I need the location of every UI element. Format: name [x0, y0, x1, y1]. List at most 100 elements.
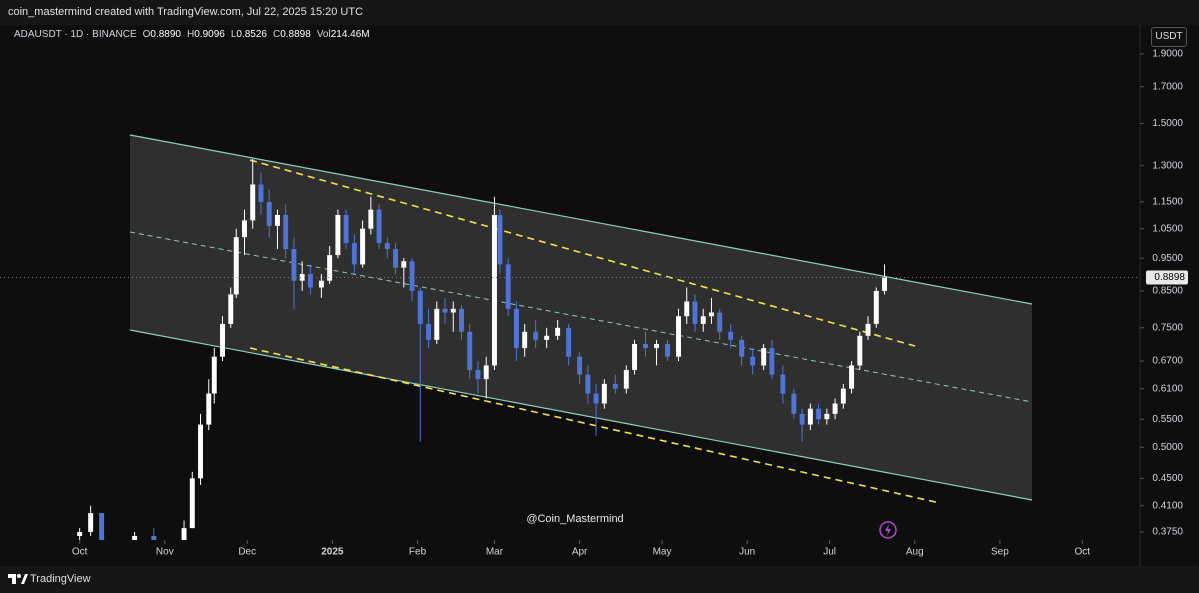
candle-body: [692, 301, 698, 324]
candle-body: [258, 184, 264, 202]
candle-body: [426, 323, 432, 340]
candle-body: [417, 290, 423, 324]
candle-body: [824, 413, 830, 420]
candle-body: [585, 374, 591, 394]
header-title: coin_mastermind created with TradingView…: [8, 6, 364, 18]
candle-body: [791, 393, 797, 414]
y-tick-label: 1.0500: [1152, 223, 1183, 234]
y-tick-label: 0.4500: [1152, 473, 1183, 484]
candle-body: [475, 369, 481, 380]
chart: @Coin_Mastermind 1.9000 1.7000 1.5000 1.300…: [0, 25, 1199, 566]
candle-body: [601, 383, 607, 404]
x-tick-label: 2025: [321, 547, 344, 558]
candle-body: [181, 528, 187, 540]
channel-upper: [129, 134, 1033, 305]
candle-body: [665, 343, 670, 357]
top-bar: coin_mastermind created with TradingView…: [0, 0, 1199, 25]
candle-body: [220, 323, 225, 357]
currency-button[interactable]: USDT: [1151, 27, 1187, 47]
candle-body: [816, 408, 822, 420]
last-price-label: 0.8898: [1154, 272, 1185, 283]
legend-key: C: [272, 29, 281, 40]
candle-body: [434, 308, 440, 340]
y-tick-label: 0.3750: [1152, 527, 1183, 538]
candle-body: [368, 209, 374, 229]
candle-body: [250, 184, 256, 221]
candle-body: [206, 393, 212, 425]
candle-body: [351, 243, 357, 265]
x-tick-label: Sep: [991, 547, 1009, 558]
alert-icon[interactable]: [879, 521, 897, 539]
y-tick-label: 0.6100: [1152, 383, 1183, 394]
candle-body: [327, 255, 333, 281]
x-tick-label: Jul: [823, 547, 836, 558]
candle-body: [291, 248, 297, 281]
candle-body: [780, 374, 786, 394]
y-tick-label: 0.5500: [1152, 414, 1183, 425]
candle-body: [335, 214, 341, 256]
legend-key: H: [187, 29, 195, 40]
x-tick-label: May: [653, 547, 672, 558]
legend-key: L: [230, 29, 237, 40]
candle-body: [832, 403, 838, 414]
x-tick-label: Mar: [486, 547, 504, 558]
candle-body: [467, 331, 473, 370]
candle-body: [198, 424, 204, 479]
candle-body: [151, 535, 157, 540]
legend-value: 0.8898: [280, 29, 311, 40]
y-tick-label: 1.3000: [1152, 160, 1183, 171]
candle-body: [632, 343, 638, 370]
legend-value: 214.46M: [330, 29, 370, 40]
x-tick-label: Jun: [739, 547, 755, 558]
legend: ADAUSDT · 1D · BINANCE O 0.8890 H 0.9096 L 0.…: [14, 29, 370, 40]
candle-body: [228, 294, 234, 324]
candle-body: [99, 513, 105, 540]
candle-body: [684, 301, 690, 317]
candle-body: [555, 327, 561, 336]
watermark: @Coin_Mastermind: [526, 513, 623, 525]
last-price-box: [1146, 270, 1188, 285]
y-tick-label: 0.4100: [1152, 500, 1183, 511]
candle-body: [409, 261, 415, 291]
candle-body: [623, 369, 629, 389]
candle-body: [799, 413, 805, 425]
x-tick-label: Oct: [1075, 547, 1091, 558]
candle-body: [283, 214, 289, 249]
candle-body: [577, 356, 583, 375]
y-tick-label: 0.7500: [1152, 322, 1183, 333]
brand-name: TradingView: [30, 573, 91, 585]
symbol: ADAUSDT · 1D · BINANCE: [14, 29, 137, 40]
x-tick-label: Nov: [156, 547, 174, 558]
candle-body: [450, 308, 456, 313]
legend-value: 0.8890: [150, 29, 181, 40]
candle-body: [88, 513, 94, 533]
brand-logo: [8, 574, 28, 584]
candle-body: [242, 220, 247, 238]
candle-body: [750, 356, 756, 366]
candle-body: [343, 214, 349, 244]
candles: [77, 159, 888, 540]
legend-value: 0.9096: [194, 29, 225, 40]
candle-body: [593, 393, 599, 404]
candle-body: [360, 228, 366, 265]
candle-body: [739, 339, 745, 357]
y-tick-label: 0.9500: [1152, 253, 1183, 264]
candle-body: [654, 343, 660, 349]
candle-body: [442, 308, 448, 313]
candle-body: [865, 323, 871, 336]
candle-body: [505, 264, 511, 309]
candle-body: [566, 327, 572, 357]
y-tick-label: 1.7000: [1152, 81, 1183, 92]
candle-body: [643, 343, 649, 349]
candle-body: [491, 214, 497, 366]
x-tick-label: Aug: [906, 547, 924, 558]
candle-body: [376, 209, 382, 244]
candle-body: [497, 214, 503, 265]
y-tick-label: 1.9000: [1152, 49, 1183, 60]
candle-body: [274, 214, 280, 226]
candle-body: [132, 535, 138, 540]
candle-body: [700, 316, 706, 324]
candle-body: [769, 348, 775, 375]
candle-body: [717, 312, 723, 332]
